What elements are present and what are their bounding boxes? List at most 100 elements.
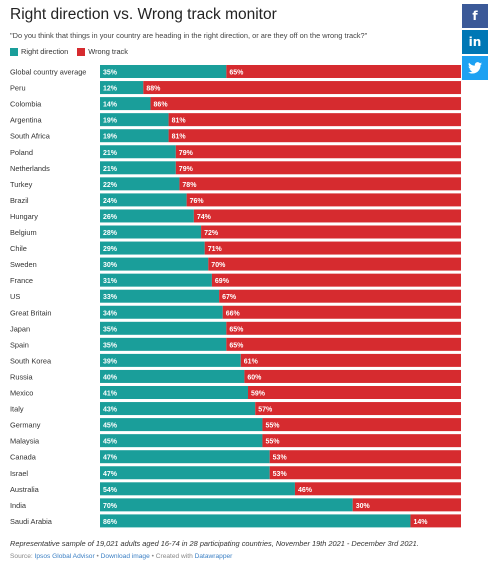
bar-right-mexico bbox=[100, 386, 249, 399]
bar-right-netherlands bbox=[100, 161, 176, 175]
category-label-mexico: Mexico bbox=[10, 389, 33, 398]
facebook-icon: f bbox=[472, 9, 478, 23]
bar-right-sweden bbox=[100, 257, 209, 271]
linkedin-share-button[interactable]: in bbox=[462, 30, 488, 54]
category-label-india: India bbox=[10, 501, 27, 510]
facebook-share-button[interactable]: f bbox=[462, 4, 488, 28]
bar-right-australia bbox=[100, 482, 295, 496]
value-label-right-netherlands: 21% bbox=[103, 166, 118, 173]
value-label-wrong-south-africa: 81% bbox=[172, 134, 187, 141]
bar-right-global-country-average bbox=[100, 65, 227, 78]
value-label-right-saudi-arabia: 86% bbox=[103, 519, 118, 526]
bar-wrong-hungary bbox=[193, 209, 462, 223]
social-share-bar: f in bbox=[462, 4, 488, 82]
bar-wrong-saudi-arabia bbox=[410, 514, 461, 528]
value-label-wrong-spain: 65% bbox=[229, 342, 244, 349]
category-label-great-britain: Great Britain bbox=[10, 308, 52, 317]
chart-subtitle: "Do you think that things in your countr… bbox=[10, 31, 368, 40]
category-label-brazil: Brazil bbox=[10, 196, 29, 205]
value-label-wrong-south-korea: 61% bbox=[244, 358, 259, 365]
category-label-peru: Peru bbox=[10, 84, 26, 93]
value-label-right-israel: 47% bbox=[103, 471, 118, 478]
bar-right-france bbox=[100, 273, 212, 287]
bar-right-germany bbox=[100, 418, 263, 432]
value-label-right-belgium: 28% bbox=[103, 230, 118, 237]
value-label-right-chile: 29% bbox=[103, 246, 118, 253]
category-label-russia: Russia bbox=[10, 372, 33, 381]
download-image-link[interactable]: Download image bbox=[100, 553, 150, 560]
category-label-chile: Chile bbox=[10, 244, 27, 253]
value-label-right-spain: 35% bbox=[103, 342, 118, 349]
value-label-right-us: 33% bbox=[103, 294, 118, 301]
category-label-us: US bbox=[10, 292, 20, 301]
value-label-wrong-global-country-average: 65% bbox=[229, 70, 244, 77]
value-label-right-russia: 40% bbox=[103, 374, 118, 381]
value-label-right-canada: 47% bbox=[103, 455, 118, 462]
bar-wrong-colombia bbox=[150, 97, 462, 111]
value-label-wrong-belgium: 72% bbox=[204, 230, 219, 237]
category-label-italy: Italy bbox=[10, 405, 24, 414]
legend: Right direction Wrong track bbox=[10, 47, 137, 56]
value-label-wrong-hungary: 74% bbox=[197, 214, 212, 221]
bar-wrong-brazil bbox=[186, 193, 461, 207]
value-label-wrong-italy: 57% bbox=[258, 407, 273, 414]
bar-wrong-israel bbox=[269, 466, 461, 480]
category-label-south-africa: South Africa bbox=[10, 132, 51, 141]
value-label-right-hungary: 26% bbox=[103, 214, 118, 221]
value-label-wrong-us: 67% bbox=[222, 294, 237, 301]
value-label-wrong-argentina: 81% bbox=[172, 118, 187, 125]
bar-wrong-malaysia bbox=[262, 434, 461, 448]
bar-right-brazil bbox=[100, 193, 187, 207]
category-label-south-korea: South Korea bbox=[10, 356, 52, 365]
bar-wrong-japan bbox=[226, 321, 461, 335]
value-label-right-australia: 54% bbox=[103, 487, 118, 494]
bar-chart: Global country average 35% 65% Peru 12% 88% Co… bbox=[10, 65, 462, 528]
bar-right-japan bbox=[100, 321, 227, 335]
linkedin-icon: in bbox=[468, 35, 482, 49]
category-label-australia: Australia bbox=[10, 485, 40, 494]
bar-wrong-mexico bbox=[248, 386, 461, 399]
legend-label-right: Right direction bbox=[21, 47, 69, 56]
value-label-right-south-africa: 19% bbox=[103, 134, 118, 141]
source-line: Source: Ipsos Global Advisor • Download … bbox=[10, 553, 232, 560]
value-label-wrong-india: 30% bbox=[356, 503, 371, 510]
twitter-share-button[interactable] bbox=[462, 56, 488, 80]
bar-right-spain bbox=[100, 337, 227, 351]
value-label-wrong-sweden: 70% bbox=[211, 262, 226, 269]
category-label-malaysia: Malaysia bbox=[10, 437, 40, 446]
category-label-colombia: Colombia bbox=[10, 100, 42, 109]
bar-wrong-peru bbox=[143, 81, 461, 95]
bar-wrong-canada bbox=[269, 450, 461, 464]
category-label-global-country-average: Global country average bbox=[10, 68, 86, 77]
category-label-sweden: Sweden bbox=[10, 260, 37, 269]
value-label-wrong-saudi-arabia: 14% bbox=[413, 519, 428, 526]
value-label-wrong-israel: 53% bbox=[273, 471, 288, 478]
bar-right-poland bbox=[100, 145, 176, 159]
bar-wrong-france bbox=[211, 273, 461, 287]
chart-title: Right direction vs. Wrong track monitor bbox=[10, 6, 277, 23]
category-label-germany: Germany bbox=[10, 421, 41, 430]
bar-wrong-turkey bbox=[179, 177, 462, 191]
category-label-hungary: Hungary bbox=[10, 212, 38, 221]
source-prefix: Source: bbox=[10, 553, 35, 560]
category-label-saudi-arabia: Saudi Arabia bbox=[10, 517, 53, 526]
source-link[interactable]: Ipsos Global Advisor bbox=[34, 553, 95, 560]
value-label-wrong-canada: 53% bbox=[273, 455, 288, 462]
category-label-spain: Spain bbox=[10, 340, 29, 349]
bar-wrong-belgium bbox=[201, 225, 461, 239]
bar-wrong-india bbox=[352, 498, 461, 512]
value-label-wrong-peru: 88% bbox=[146, 86, 161, 93]
bar-right-turkey bbox=[100, 177, 180, 191]
value-label-right-peru: 12% bbox=[103, 86, 118, 93]
category-label-turkey: Turkey bbox=[10, 180, 33, 189]
category-label-israel: Israel bbox=[10, 469, 28, 478]
bar-right-south-korea bbox=[100, 353, 241, 367]
bar-right-russia bbox=[100, 369, 245, 383]
bar-right-chile bbox=[100, 241, 205, 255]
legend-item-right: Right direction bbox=[10, 47, 68, 56]
bar-right-saudi-arabia bbox=[100, 514, 411, 528]
value-label-right-france: 31% bbox=[103, 278, 118, 285]
datawrapper-link[interactable]: Datawrapper bbox=[194, 553, 233, 560]
bar-wrong-russia bbox=[244, 369, 461, 383]
bar-wrong-argentina bbox=[168, 113, 461, 127]
